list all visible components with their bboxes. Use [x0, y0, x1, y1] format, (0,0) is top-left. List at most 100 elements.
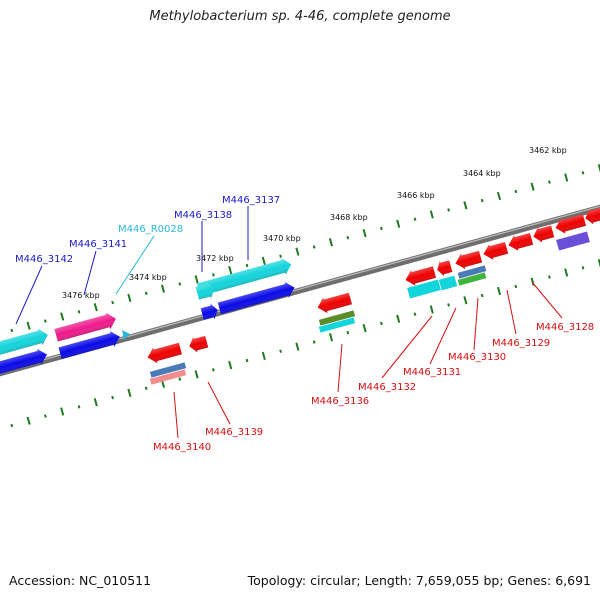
callout-line-3136 — [337, 343, 343, 393]
gene-arrow-m446-3138-cyan — [195, 282, 215, 300]
scale-labels: 3462 kbp 3464 kbp 3466 kbp 3468 kbp 3470… — [62, 146, 567, 300]
rna-bar-m446-3130-steel — [457, 265, 487, 279]
gene-label-m446-3131: M446_3131 — [403, 367, 461, 378]
rna-bar-m446-3130-green — [457, 272, 487, 286]
forward-scale-tick — [328, 238, 334, 247]
gene-arrow-m446-3141 — [54, 312, 116, 342]
gene-label-m446-3139: M446_3139 — [205, 427, 263, 438]
gene-label-m446-3142: M446_3142 — [15, 254, 73, 265]
reverse-scale-tick — [194, 370, 199, 379]
gene-label-m446-3128: M446_3128 — [536, 322, 594, 333]
forward-scale-dot — [77, 310, 81, 314]
forward-scale-dot — [514, 189, 518, 194]
gene-label-m446-3132: M446_3132 — [358, 382, 416, 393]
scale-label-3464: 3464 kbp — [463, 169, 501, 178]
forward-scale-tick — [530, 182, 535, 191]
callout-line-3132 — [381, 315, 433, 379]
gene-arrow-m446-3129 — [483, 242, 509, 260]
reverse-scale-dot — [447, 303, 450, 307]
callout-line-3131 — [429, 307, 457, 365]
reverse-scale-dot — [279, 349, 282, 353]
forward-scale-tick — [362, 228, 367, 238]
gene-arrow-m446-3141-blue — [58, 331, 120, 360]
forward-scale-dot — [212, 273, 215, 277]
callout-line-3141 — [83, 250, 97, 296]
scale-label-3476: 3476 kbp — [62, 291, 100, 300]
gene-arrow-m446-3138-blue — [200, 303, 218, 320]
forward-scale-dot — [312, 245, 316, 249]
gene-arrow-m446-3142-blue — [0, 348, 47, 376]
trna-marker-m446-r0028 — [122, 330, 130, 340]
forward-scale-dot — [380, 226, 383, 231]
gene-label-m446-3141: M446_3141 — [69, 239, 127, 250]
rna-bar-m446-3140-steel — [149, 362, 187, 378]
reverse-scale-dot — [380, 321, 383, 326]
reverse-scale-dot — [10, 423, 14, 428]
scale-label-3472: 3472 kbp — [196, 254, 234, 263]
reverse-scale-tick — [429, 305, 434, 314]
gene-label-m446-3138: M446_3138 — [174, 210, 232, 221]
gene-label-m446-3129: M446_3129 — [492, 338, 550, 349]
forward-scale-tick — [261, 256, 266, 266]
rna-bar-m446-3127 — [556, 231, 590, 251]
reverse-scale-dot — [144, 386, 148, 391]
forward-scale-dot — [44, 319, 47, 323]
forward-scale-tick — [564, 173, 569, 182]
scale-label-3462: 3462 kbp — [529, 146, 567, 155]
rna-bar-m446-3136-cyan — [318, 317, 356, 333]
gene-arrow-m446-3140 — [147, 342, 182, 364]
reverse-scale-dot — [77, 405, 81, 409]
reverse-scale-tick — [496, 286, 502, 296]
callout-line-3139 — [207, 381, 231, 425]
gene-features — [0, 207, 600, 385]
accession-text: Accession: NC_010511 — [9, 573, 152, 588]
forward-scale-dot — [111, 300, 114, 305]
forward-scale-dot — [10, 328, 14, 333]
forward-scale-dot — [581, 171, 585, 175]
reverse-scale-tick — [396, 314, 401, 323]
gene-label-m446-3137: M446_3137 — [222, 195, 280, 206]
gene-arrow-m446-3132 — [405, 266, 437, 286]
reverse-scale-tick — [463, 296, 468, 305]
forward-scale-dot — [245, 263, 249, 268]
forward-scale-tick — [396, 219, 401, 228]
forward-scale-dot — [480, 198, 484, 203]
gene-arrow-m446-3128a — [508, 233, 534, 251]
rna-bar-m446-3140-pink — [149, 369, 187, 385]
gene-label-m446-r0028: M446_R0028 — [118, 224, 183, 235]
gene-arrow-m446-3130 — [455, 250, 483, 270]
forward-scale-tick — [93, 303, 98, 312]
scale-label-3470: 3470 kbp — [263, 234, 301, 243]
forward-scale-tick — [228, 265, 233, 275]
topology-text: Topology: circular; Length: 7,659,055 bp… — [247, 573, 591, 588]
rna-bar-m446-3132 — [407, 279, 441, 299]
gene-callouts — [15, 206, 563, 439]
reverse-scale-tick — [328, 333, 334, 342]
gene-arrow-m446-3128b — [533, 225, 555, 243]
forward-scale-dot — [413, 217, 417, 221]
reverse-scale-dot — [312, 340, 316, 344]
reverse-scale-dot — [548, 275, 551, 279]
reverse-scale-dot — [44, 414, 47, 418]
forward-scale-tick — [496, 191, 502, 201]
forward-scale-track — [10, 164, 600, 333]
reverse-scale-tick — [60, 407, 65, 416]
rna-bar-m446-3136-olive — [318, 310, 356, 326]
reverse-scale-dot — [111, 395, 114, 400]
scale-label-3466: 3466 kbp — [397, 191, 435, 200]
reverse-scale-dot — [413, 312, 417, 316]
reverse-scale-dot — [178, 377, 182, 381]
forward-scale-tick — [194, 275, 199, 284]
gene-label-m446-3140: M446_3140 — [153, 442, 211, 453]
forward-scale-tick — [295, 247, 300, 256]
reverse-scale-tick — [564, 268, 569, 277]
forward-scale-dot — [346, 235, 350, 240]
map-title: Methylobacterium sp. 4-46, complete geno… — [149, 9, 451, 24]
reverse-scale-dot — [581, 266, 585, 270]
forward-scale-dot — [178, 282, 182, 286]
scale-label-3474: 3474 kbp — [129, 273, 167, 282]
gene-arrow-m446-3139 — [189, 335, 209, 353]
reverse-scale-dot — [245, 358, 249, 363]
callout-line-3129 — [506, 289, 517, 335]
